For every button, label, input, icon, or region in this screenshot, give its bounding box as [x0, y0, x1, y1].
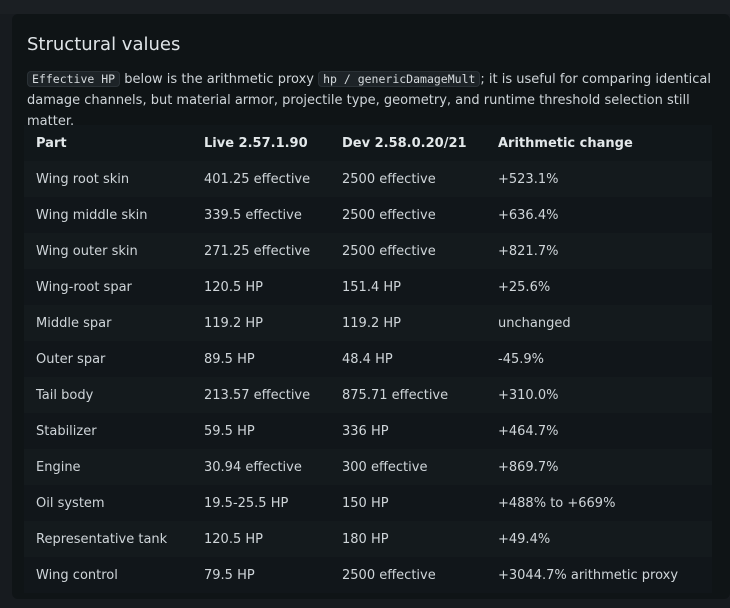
cell-part: Wing control	[24, 557, 192, 593]
cell-part: Stabilizer	[24, 413, 192, 449]
description-text-1: below is the arithmetic proxy	[120, 72, 319, 87]
structural-values-table: Part Live 2.57.1.90 Dev 2.58.0.20/21 Ari…	[24, 125, 712, 593]
header-change: Arithmetic change	[486, 125, 712, 161]
cell-part: Middle spar	[24, 305, 192, 341]
cell-change: -45.9%	[486, 341, 712, 377]
cell-part: Representative tank	[24, 521, 192, 557]
table-row: Middle spar 119.2 HP 119.2 HP unchanged	[24, 305, 712, 341]
cell-dev: 151.4 HP	[330, 269, 486, 305]
table-row: Engine 30.94 effective 300 effective +86…	[24, 449, 712, 485]
cell-change: +464.7%	[486, 413, 712, 449]
cell-part: Wing outer skin	[24, 233, 192, 269]
table-row: Outer spar 89.5 HP 48.4 HP -45.9%	[24, 341, 712, 377]
cell-change: +636.4%	[486, 197, 712, 233]
cell-part: Wing root skin	[24, 161, 192, 197]
cell-live: 339.5 effective	[192, 197, 330, 233]
table-row: Tail body 213.57 effective 875.71 effect…	[24, 377, 712, 413]
formula-code: hp / genericDamageMult	[318, 71, 481, 87]
cell-change: +488% to +669%	[486, 485, 712, 521]
cell-dev: 2500 effective	[330, 233, 486, 269]
cell-dev: 2500 effective	[330, 197, 486, 233]
table-header-row: Part Live 2.57.1.90 Dev 2.58.0.20/21 Ari…	[24, 125, 712, 161]
header-dev: Dev 2.58.0.20/21	[330, 125, 486, 161]
cell-dev: 336 HP	[330, 413, 486, 449]
table-row: Wing root skin 401.25 effective 2500 eff…	[24, 161, 712, 197]
structural-values-panel: Structural values Effective HP below is …	[12, 14, 730, 599]
cell-live: 120.5 HP	[192, 521, 330, 557]
cell-dev: 119.2 HP	[330, 305, 486, 341]
cell-dev: 875.71 effective	[330, 377, 486, 413]
section-title: Structural values	[27, 34, 181, 55]
cell-change: +869.7%	[486, 449, 712, 485]
table-row: Wing middle skin 339.5 effective 2500 ef…	[24, 197, 712, 233]
cell-live: 213.57 effective	[192, 377, 330, 413]
header-part: Part	[24, 125, 192, 161]
cell-live: 119.2 HP	[192, 305, 330, 341]
cell-dev: 300 effective	[330, 449, 486, 485]
cell-live: 59.5 HP	[192, 413, 330, 449]
section-description: Effective HP below is the arithmetic pro…	[27, 69, 717, 132]
top-strip	[0, 0, 730, 14]
cell-live: 89.5 HP	[192, 341, 330, 377]
cell-part: Wing-root spar	[24, 269, 192, 305]
cell-dev: 180 HP	[330, 521, 486, 557]
table-row: Representative tank 120.5 HP 180 HP +49.…	[24, 521, 712, 557]
cell-dev: 2500 effective	[330, 557, 486, 593]
table-row: Stabilizer 59.5 HP 336 HP +464.7%	[24, 413, 712, 449]
table-row: Oil system 19.5-25.5 HP 150 HP +488% to …	[24, 485, 712, 521]
cell-live: 120.5 HP	[192, 269, 330, 305]
cell-dev: 2500 effective	[330, 161, 486, 197]
header-live: Live 2.57.1.90	[192, 125, 330, 161]
cell-change: +49.4%	[486, 521, 712, 557]
cell-dev: 150 HP	[330, 485, 486, 521]
cell-change: +310.0%	[486, 377, 712, 413]
cell-part: Wing middle skin	[24, 197, 192, 233]
cell-part: Engine	[24, 449, 192, 485]
cell-part: Tail body	[24, 377, 192, 413]
cell-live: 79.5 HP	[192, 557, 330, 593]
table-row: Wing control 79.5 HP 2500 effective +304…	[24, 557, 712, 593]
cell-dev: 48.4 HP	[330, 341, 486, 377]
cell-part: Outer spar	[24, 341, 192, 377]
cell-change: +523.1%	[486, 161, 712, 197]
cell-change: unchanged	[486, 305, 712, 341]
cell-live: 271.25 effective	[192, 233, 330, 269]
cell-live: 30.94 effective	[192, 449, 330, 485]
bottom-strip	[0, 599, 730, 608]
cell-live: 401.25 effective	[192, 161, 330, 197]
cell-live: 19.5-25.5 HP	[192, 485, 330, 521]
table-row: Wing-root spar 120.5 HP 151.4 HP +25.6%	[24, 269, 712, 305]
cell-change: +25.6%	[486, 269, 712, 305]
cell-change: +3044.7% arithmetic proxy	[486, 557, 712, 593]
cell-part: Oil system	[24, 485, 192, 521]
cell-change: +821.7%	[486, 233, 712, 269]
table-row: Wing outer skin 271.25 effective 2500 ef…	[24, 233, 712, 269]
effective-hp-code: Effective HP	[27, 71, 121, 87]
